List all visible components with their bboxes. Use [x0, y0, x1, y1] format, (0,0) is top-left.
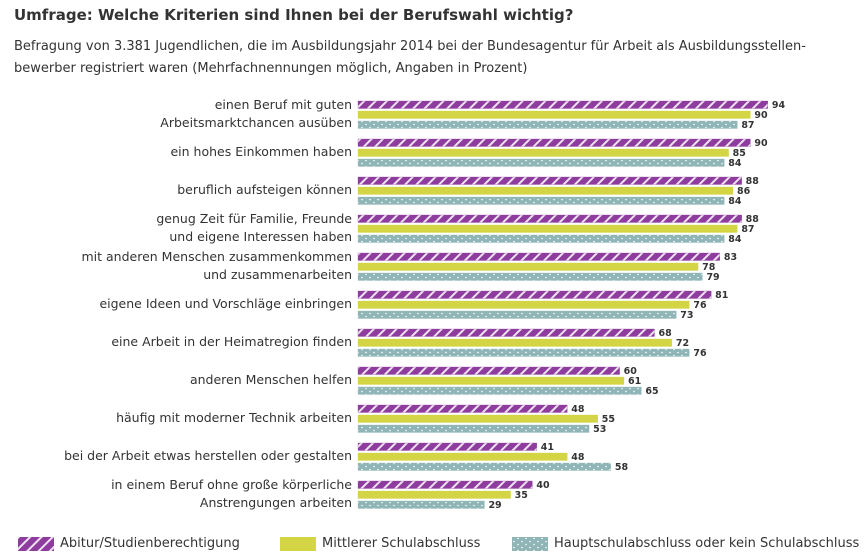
legend-label: Mittlerer Schulabschluss — [322, 536, 481, 551]
bar — [357, 272, 703, 281]
value-label: 87 — [741, 120, 754, 131]
category-label: in einem Beruf ohne große körperliche An… — [111, 477, 352, 510]
bar — [357, 262, 699, 271]
category-label: genug Zeit für Familie, Freunde und eige… — [156, 211, 352, 244]
value-label: 68 — [658, 328, 672, 339]
value-label: 61 — [628, 376, 641, 387]
bar — [357, 310, 677, 319]
value-label: 48 — [571, 404, 585, 415]
category-label: eigene Ideen und Vorschläge einbringen — [99, 296, 352, 311]
bar — [357, 480, 533, 489]
value-label: 48 — [571, 452, 585, 463]
bar — [357, 366, 620, 375]
category-label: anderen Menschen helfen — [189, 372, 352, 387]
bar — [357, 490, 511, 499]
bar — [357, 100, 768, 109]
value-label: 53 — [593, 424, 606, 435]
value-label: 55 — [602, 414, 615, 425]
legend-swatch — [280, 537, 316, 551]
bar — [357, 224, 738, 233]
value-label: 79 — [706, 272, 719, 283]
bar — [357, 452, 568, 461]
legend-swatch — [18, 537, 54, 551]
category-label: mit anderen Menschen zusammenkommen und … — [81, 249, 352, 282]
value-label: 90 — [754, 138, 768, 149]
bar — [357, 176, 742, 185]
bar — [357, 404, 568, 413]
category-label: beruflich aufsteigen können — [177, 182, 352, 197]
bar — [357, 386, 642, 395]
value-label: 88 — [746, 214, 760, 225]
value-label: 81 — [715, 290, 728, 301]
value-label: 84 — [728, 158, 742, 169]
value-label: 90 — [754, 110, 768, 121]
category-label: häufig mit moderner Technik arbeiten — [116, 410, 352, 425]
bar — [357, 424, 590, 433]
legend-label: Hauptschulabschluss oder kein Schulabsch… — [554, 536, 860, 551]
bar — [357, 196, 725, 205]
value-label: 86 — [737, 186, 751, 197]
value-label: 29 — [488, 500, 501, 511]
legend-label: Abitur/Studienberechtigung — [60, 536, 240, 551]
value-label: 85 — [733, 148, 746, 159]
value-label: 76 — [693, 348, 707, 359]
bar — [357, 348, 690, 357]
bar — [357, 500, 485, 509]
category-label: ein hohes Einkommen haben — [170, 144, 352, 159]
bar — [357, 138, 751, 147]
bar — [357, 120, 738, 129]
bar — [357, 338, 673, 347]
value-label: 84 — [728, 234, 742, 245]
bar — [357, 442, 537, 451]
value-label: 58 — [615, 462, 629, 473]
category-label: eine Arbeit in der Heimatregion finden — [111, 334, 352, 349]
value-label: 76 — [693, 300, 707, 311]
chart-subtitle: Befragung von 3.381 Jugendlichen, die im… — [14, 39, 806, 76]
bar — [357, 186, 734, 195]
bar — [357, 328, 655, 337]
bar — [357, 110, 751, 119]
value-label: 84 — [728, 196, 742, 207]
value-label: 40 — [536, 480, 550, 491]
value-label: 78 — [702, 262, 716, 273]
bar — [357, 158, 725, 167]
bar — [357, 252, 721, 261]
bar — [357, 300, 690, 309]
category-label: einen Beruf mit guten Arbeitsmarktchance… — [160, 97, 352, 130]
bar — [357, 214, 742, 223]
value-label: 60 — [624, 366, 638, 377]
value-label: 87 — [741, 224, 754, 235]
bar — [357, 234, 725, 243]
chart-title: Umfrage: Welche Kriterien sind Ihnen bei… — [14, 6, 574, 24]
bar — [357, 148, 729, 157]
value-label: 73 — [680, 310, 693, 321]
value-label: 35 — [515, 490, 528, 501]
value-label: 83 — [724, 252, 737, 263]
bar — [357, 376, 625, 385]
value-label: 65 — [645, 386, 658, 397]
value-label: 41 — [541, 442, 554, 453]
category-label: bei der Arbeit etwas herstellen oder ges… — [64, 448, 352, 463]
value-label: 88 — [746, 176, 760, 187]
bar — [357, 414, 598, 423]
value-label: 94 — [772, 100, 786, 111]
value-label: 72 — [676, 338, 689, 349]
legend-swatch — [512, 537, 548, 551]
bar — [357, 290, 712, 299]
bar — [357, 462, 612, 471]
